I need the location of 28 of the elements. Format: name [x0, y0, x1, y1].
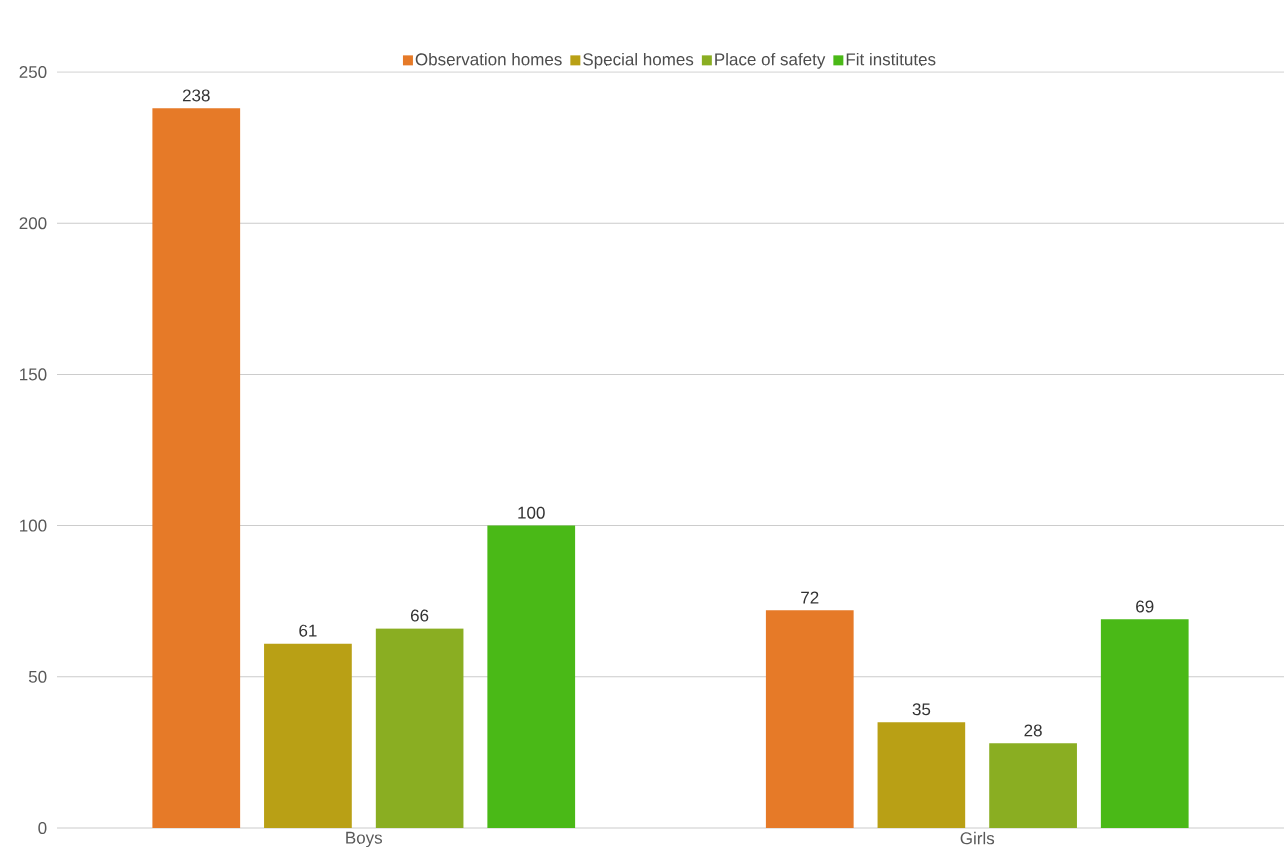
bar: [989, 743, 1077, 828]
y-tick-label: 100: [20, 519, 47, 532]
y-tick-label: 0: [38, 821, 47, 835]
bar: [487, 525, 576, 828]
x-tick-label: Girls: [960, 831, 995, 845]
bar: [264, 643, 352, 828]
data-label: 61: [299, 624, 317, 637]
y-tick-label: 50: [28, 670, 47, 683]
y-tick-label: 200: [19, 217, 47, 230]
y-tick-label: 250: [19, 65, 47, 79]
data-label: 238: [182, 89, 210, 102]
legend-label: Place of safety: [715, 52, 826, 69]
legend-label: Observation homes: [415, 52, 562, 66]
data-label: 100: [518, 506, 545, 519]
data-label: 66: [410, 609, 429, 622]
data-label: 28: [1024, 724, 1042, 737]
bar: [1100, 619, 1189, 828]
bar: [765, 610, 854, 828]
bar: [877, 722, 966, 828]
legend-label: Special homes: [583, 52, 694, 69]
x-tick-label: Boys: [346, 831, 383, 848]
legend-label: Fit institutes: [846, 52, 936, 66]
data-label: 35: [912, 703, 931, 716]
data-label: 69: [1136, 600, 1154, 613]
bar: [152, 108, 241, 828]
data-label: 72: [801, 591, 819, 604]
bar: [375, 628, 464, 828]
y-tick-label: 150: [20, 368, 47, 381]
